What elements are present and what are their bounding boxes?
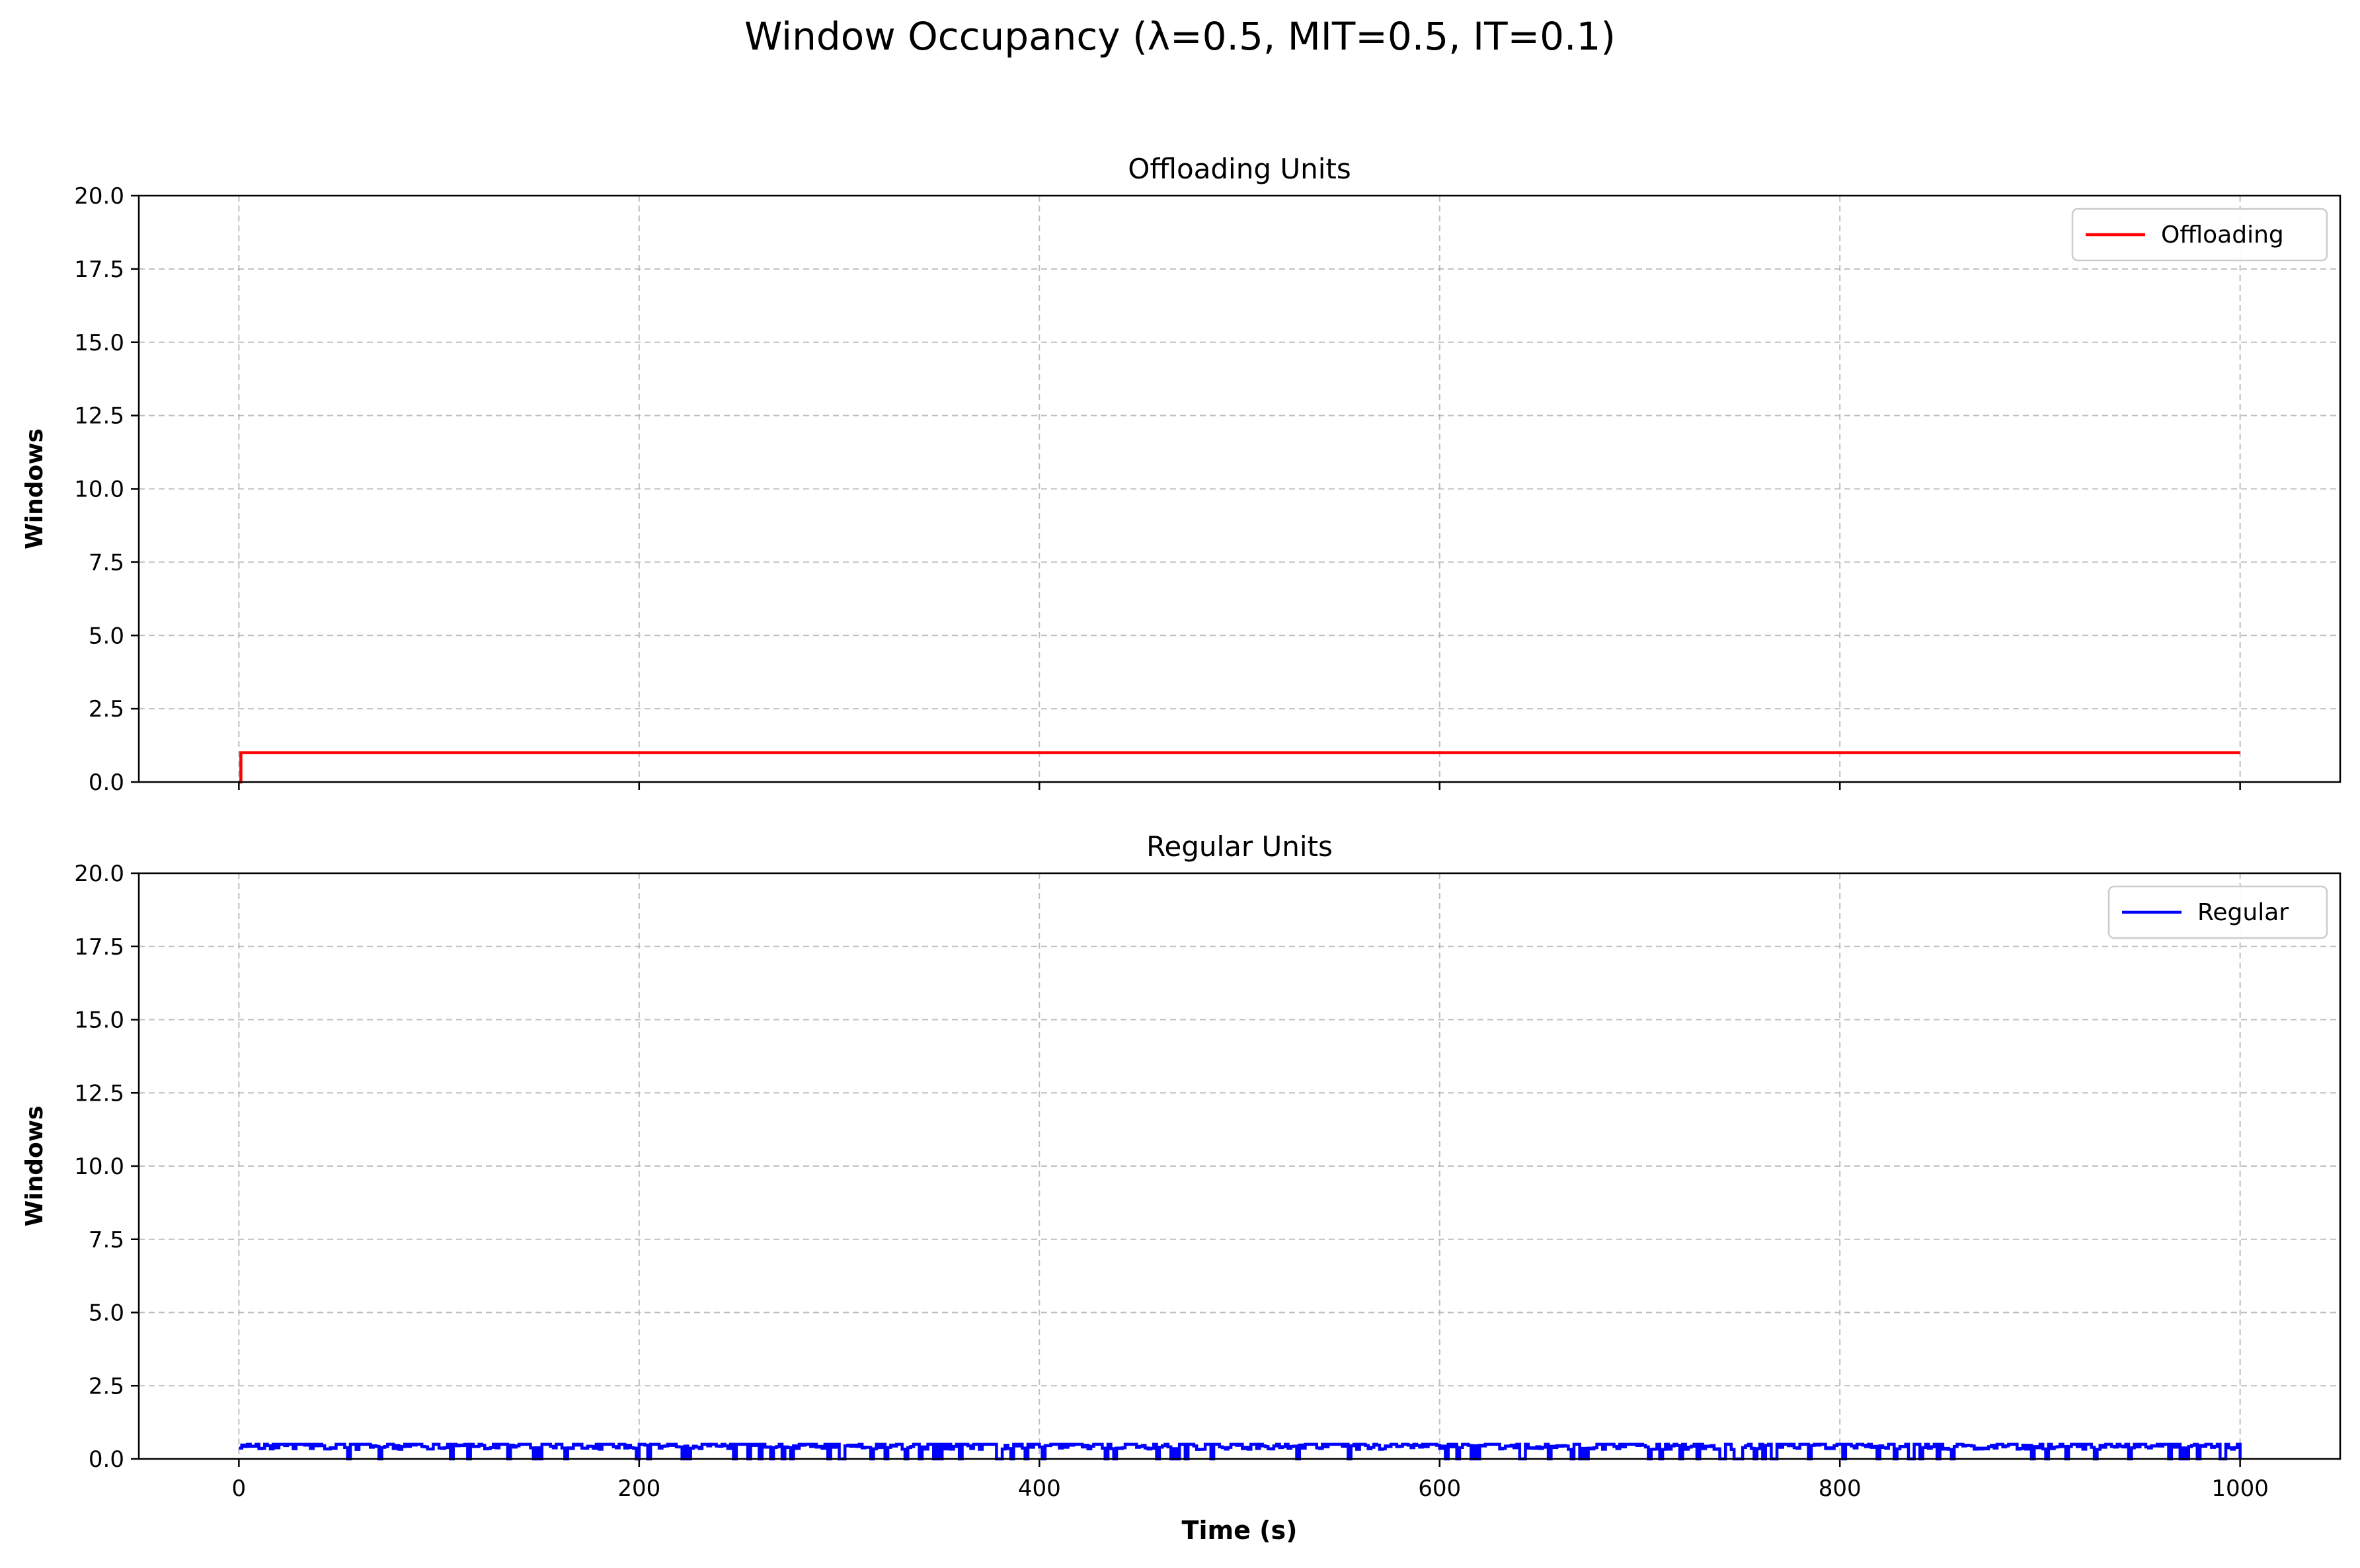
- y-tick-label: 2.5: [89, 1373, 124, 1399]
- x-tick-label: 200: [617, 1475, 660, 1502]
- y-tick-label: 7.5: [89, 1227, 124, 1253]
- y-tick-label: 2.5: [89, 696, 124, 723]
- x-tick-label: 800: [1819, 1475, 1862, 1502]
- x-tick-label: 0: [232, 1475, 247, 1502]
- y-tick-label: 15.0: [74, 330, 124, 356]
- figure-title: Window Occupancy (λ=0.5, MIT=0.5, IT=0.1…: [744, 14, 1616, 59]
- subplot-title: Offloading Units: [1128, 153, 1351, 185]
- y-tick-label: 10.0: [74, 1154, 124, 1180]
- y-tick-label: 17.5: [74, 934, 124, 960]
- subplot-1: 0.0 2.5 5.0 7.5 10.0 12.5 15.0 17.5 20.0 Offloadi…: [21, 153, 2341, 796]
- x-axis-label: Time (s): [1182, 1516, 1298, 1545]
- subplot-title: Regular Units: [1146, 830, 1333, 863]
- y-tick-label: 20.0: [74, 861, 124, 887]
- y-axis-label: Windows: [21, 1106, 48, 1227]
- x-tick-label: 600: [1418, 1475, 1461, 1502]
- series-line-regular: [239, 1442, 2242, 1461]
- y-axis-label: Windows: [21, 428, 48, 549]
- legend-box: [2071, 208, 2328, 262]
- y-tick-label: 20.0: [74, 183, 124, 210]
- y-tick-label: 17.5: [74, 256, 124, 283]
- y-tick-label: 10.0: [74, 477, 124, 503]
- x-tick-label: 400: [1018, 1475, 1061, 1502]
- y-tick-label: 0.0: [89, 769, 124, 796]
- y-tick-label: 12.5: [74, 403, 124, 430]
- y-tick-label: 7.5: [89, 549, 124, 576]
- legend-label: Regular: [2197, 899, 2289, 926]
- y-tick-label: 12.5: [74, 1080, 124, 1107]
- subplot-2: 0 200 400 600 800 1000 0.0 2.5 5.0 7.5 10.0 12.5 15.…: [21, 830, 2341, 1502]
- y-tick-label: 15.0: [74, 1007, 124, 1034]
- legend-label: Offloading: [2161, 221, 2284, 249]
- y-tick-label: 0.0: [89, 1446, 124, 1473]
- x-tick-label: 1000: [2211, 1475, 2269, 1502]
- legend-box: [2107, 885, 2328, 939]
- y-tick-label: 5.0: [89, 623, 124, 649]
- y-tick-label: 5.0: [89, 1300, 124, 1327]
